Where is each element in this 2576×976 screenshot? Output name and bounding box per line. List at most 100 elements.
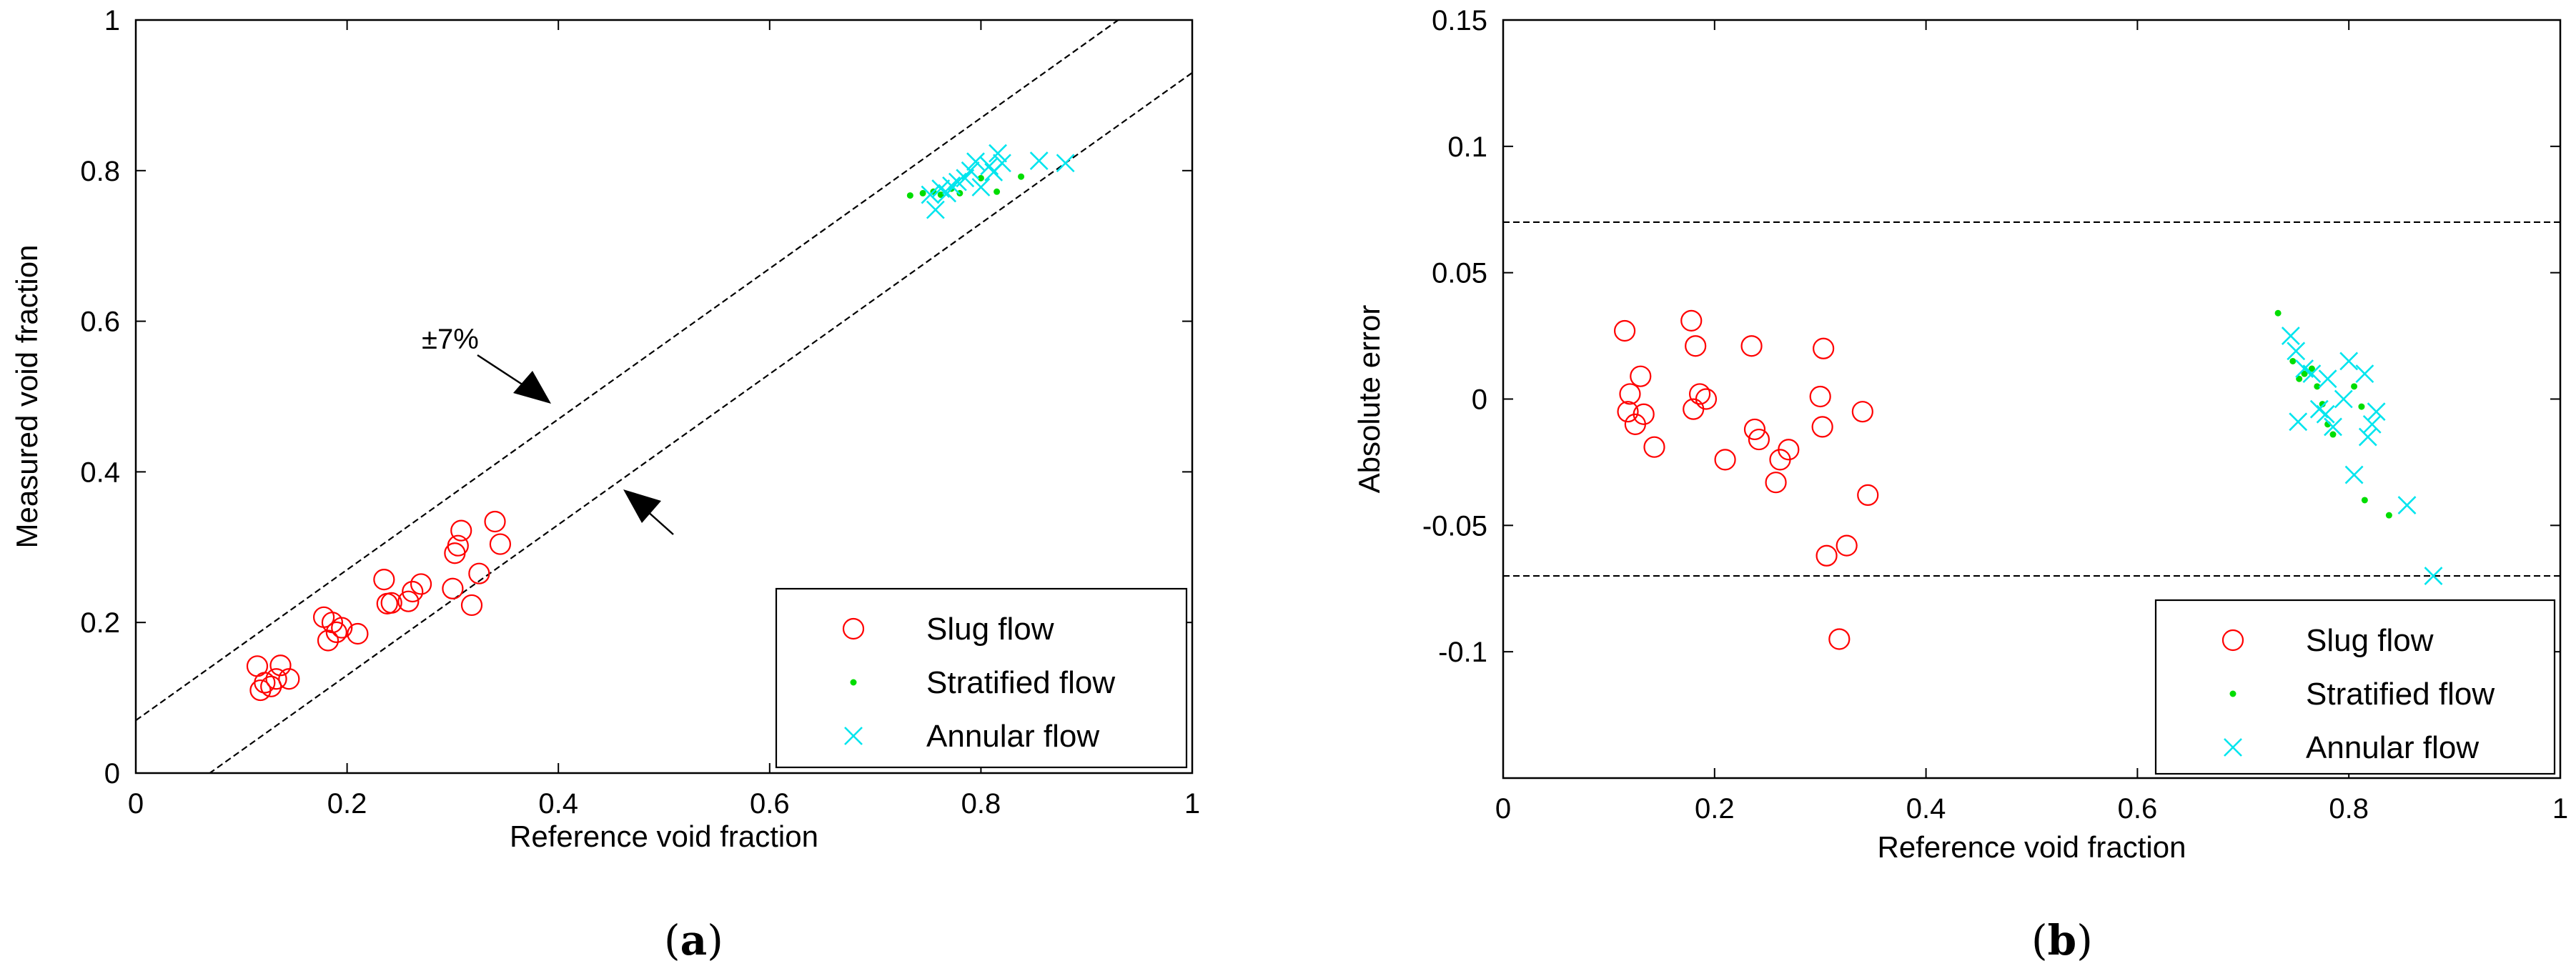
- y-tick-label: 0.15: [1432, 5, 1487, 36]
- y-tick-label: 0.4: [80, 457, 120, 488]
- annotation-text: ±7%: [422, 324, 479, 355]
- y-tick-label: 1: [104, 5, 120, 36]
- y-tick-label: 0: [1472, 384, 1487, 416]
- data-point: [937, 191, 944, 199]
- x-tick-label: 0.8: [961, 788, 1001, 820]
- legend-label: Slug flow: [926, 612, 1054, 647]
- data-point: [2289, 357, 2297, 364]
- data-point: [961, 161, 980, 180]
- reference-line-upper-bound: [136, 20, 1120, 722]
- data-point: [1811, 416, 1833, 438]
- reference-lines: [136, 20, 1192, 773]
- data-point: [442, 577, 464, 599]
- data-point: [2358, 403, 2365, 410]
- data-point: [317, 629, 340, 652]
- data-point: [919, 189, 926, 196]
- legend-marker: [2229, 690, 2236, 697]
- x-axis-label: Reference void fraction: [510, 820, 818, 853]
- x-tick-label: 0.8: [2329, 793, 2369, 825]
- data-point: [2324, 417, 2342, 437]
- data-point: [2385, 512, 2392, 519]
- data-point: [2329, 431, 2337, 438]
- data-point: [1813, 337, 1835, 359]
- panel-label-open: (: [2031, 916, 2048, 965]
- data-point: [460, 594, 483, 617]
- data-point: [2344, 465, 2364, 484]
- data-point: [410, 573, 432, 595]
- series-stratified-flow: [906, 173, 1025, 199]
- x-tick-label: 0.4: [1906, 793, 1946, 825]
- data-point: [1778, 439, 1800, 461]
- data-point: [450, 519, 472, 542]
- data-point: [1743, 418, 1766, 441]
- data-point: [980, 156, 999, 176]
- data-point: [2358, 427, 2377, 447]
- data-point: [2287, 342, 2306, 361]
- series-slug-flow: [1613, 309, 1879, 650]
- data-point: [2334, 389, 2353, 409]
- panel-label-close: ): [707, 916, 723, 965]
- legend: Slug flow Stratified flow Annular flow: [775, 587, 1188, 769]
- data-point: [447, 534, 469, 557]
- data-point: [1748, 428, 1770, 451]
- data-point: [2308, 365, 2315, 372]
- data-point: [265, 668, 287, 690]
- data-point: [1809, 385, 1831, 408]
- legend-label: Annular flow: [2306, 730, 2479, 765]
- data-point: [1828, 628, 1851, 650]
- series-annular-flow: [2281, 327, 2443, 585]
- legend-label: Stratified flow: [2306, 677, 2495, 712]
- data-point: [1765, 472, 1787, 494]
- y-tick-label: 0.1: [1447, 131, 1487, 163]
- annotation-arrow-head: [513, 371, 551, 404]
- plot-frame: [134, 19, 1194, 775]
- y-tick-label: 0.8: [80, 156, 120, 187]
- data-point: [994, 188, 1001, 195]
- x-tick-label: 0: [128, 788, 144, 820]
- data-point: [2289, 412, 2308, 432]
- x-axis-label: Reference void fraction: [1878, 830, 2186, 864]
- data-point: [1851, 401, 1873, 423]
- data-point: [2296, 375, 2303, 382]
- data-point: [278, 668, 300, 690]
- data-point: [2362, 414, 2382, 434]
- panel-label: (b): [2031, 916, 2093, 965]
- data-point: [2316, 404, 2335, 424]
- panel-label: (a): [664, 916, 723, 965]
- legend-marker: [842, 617, 865, 640]
- data-point: [1740, 335, 1763, 357]
- data-point: [484, 510, 506, 533]
- legend-box: [775, 587, 1188, 769]
- data-point: [2301, 370, 2308, 377]
- data-point: [373, 569, 395, 591]
- data-point: [2319, 401, 2326, 408]
- y-axis-label: Absolute error: [1352, 305, 1386, 494]
- legend-label: Annular flow: [926, 719, 1099, 754]
- data-point: [971, 178, 991, 196]
- data-point: [347, 622, 369, 645]
- data-point: [1029, 151, 1049, 171]
- series-slug-flow: [246, 510, 512, 702]
- data-point: [1619, 383, 1641, 405]
- data-point: [397, 590, 420, 612]
- data-point: [956, 169, 975, 188]
- data-point: [468, 562, 490, 584]
- data-point: [325, 621, 347, 644]
- x-tick-label: 1: [2552, 793, 2568, 825]
- data-point: [489, 533, 512, 555]
- panel-label-letter: b: [2048, 916, 2077, 965]
- x-tick-label: 0.2: [1695, 793, 1735, 825]
- legend-marker: [850, 679, 857, 686]
- y-axis-label: Measured void fraction: [10, 245, 44, 549]
- data-point: [989, 144, 1007, 163]
- x-tick-label: 0: [1495, 793, 1511, 825]
- data-point: [966, 152, 985, 171]
- series-annular-flow: [921, 144, 1075, 219]
- legend-label: Slug flow: [2306, 623, 2434, 658]
- data-point: [1714, 449, 1736, 471]
- y-tick-label: 0.6: [80, 307, 120, 338]
- data-point: [1688, 383, 1711, 405]
- data-point: [1056, 154, 1075, 173]
- legend-marker: [844, 727, 863, 745]
